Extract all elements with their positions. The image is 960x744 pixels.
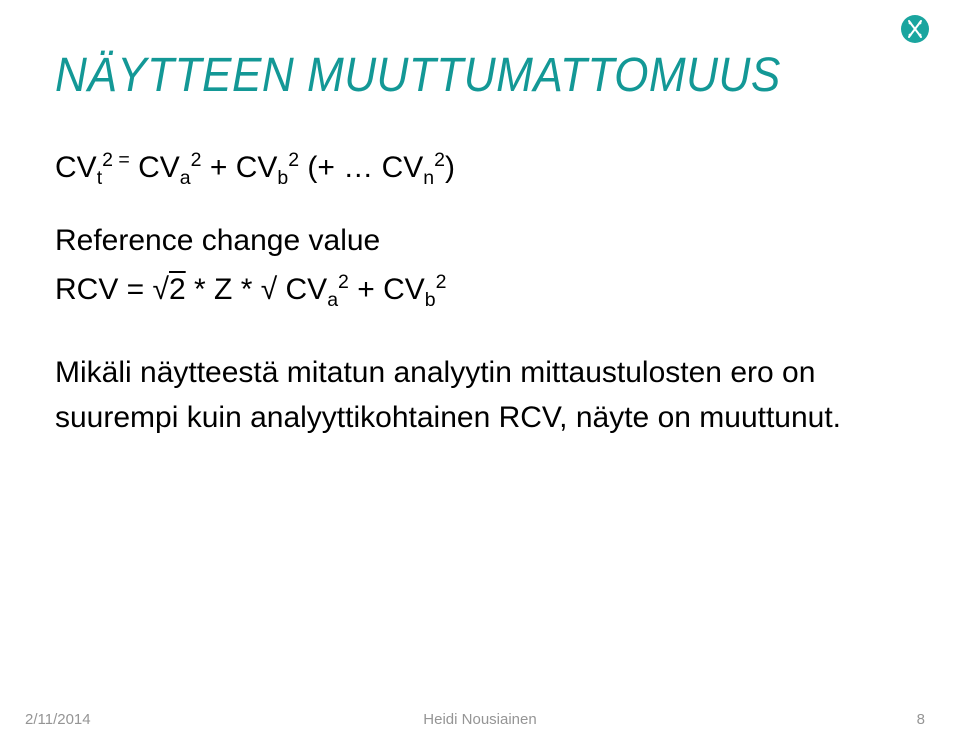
reference-change-label: Reference change value (55, 218, 905, 263)
text: RCV = √ (55, 273, 169, 306)
footer-author: Heidi Nousiainen (0, 711, 960, 728)
sup: 2 = (102, 149, 130, 171)
sup: 2 (338, 271, 349, 293)
sub: a (327, 289, 338, 311)
slide-body: CVt2 = CVa2 + CVb2 (+ … CVn2) Reference … (55, 145, 905, 440)
text: CV (130, 151, 180, 184)
text: + CV (349, 273, 425, 306)
text: ) (445, 151, 455, 184)
formula-cvt: CVt2 = CVa2 + CVb2 (+ … CVn2) (55, 145, 905, 190)
sub: a (180, 167, 191, 189)
sub: n (423, 167, 434, 189)
explanation-line-1: Mikäli näytteestä mitatun analyytin mitt… (55, 350, 905, 395)
explanation-line-2: suurempi kuin analyyttikohtainen RCV, nä… (55, 395, 905, 440)
footer-page-number: 8 (917, 711, 925, 728)
text: (+ … CV (299, 151, 423, 184)
slide-logo (900, 14, 930, 44)
sup: 2 (434, 149, 445, 171)
sub: b (425, 289, 436, 311)
sqrt-two: 2 (169, 273, 186, 306)
sub: b (277, 167, 288, 189)
sup: 2 (436, 271, 447, 293)
slide-title: NÄYTTEEN MUUTTUMATTOMUUS (55, 48, 837, 103)
text: + CV (202, 151, 278, 184)
text: CV (55, 151, 97, 184)
sup: 2 (288, 149, 299, 171)
sup: 2 (191, 149, 202, 171)
text: * Z * √ CV (186, 273, 328, 306)
formula-rcv: RCV = √2 * Z * √ CVa2 + CVb2 (55, 267, 905, 312)
